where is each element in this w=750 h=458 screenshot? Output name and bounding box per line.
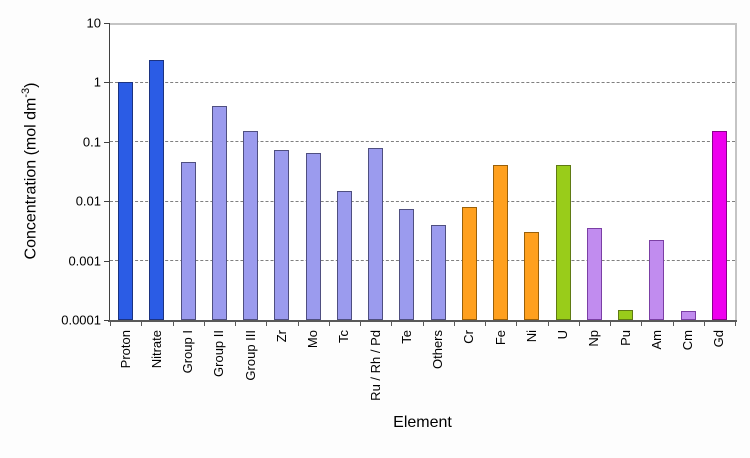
bar-nitrate bbox=[149, 59, 165, 320]
x-category-label: Gd bbox=[711, 330, 727, 348]
x-category-label: Mo bbox=[305, 330, 321, 349]
x-tick-mark bbox=[453, 322, 455, 326]
bar-group-i bbox=[180, 162, 196, 320]
x-category-label: Ni bbox=[523, 330, 539, 343]
x-category-label: Proton bbox=[117, 330, 133, 369]
x-tick-mark bbox=[266, 322, 268, 326]
y-axis-line bbox=[109, 23, 110, 321]
bar-group-iii bbox=[243, 131, 259, 320]
x-tick-mark bbox=[735, 322, 736, 326]
y-tick-label: 0.0001 bbox=[61, 312, 101, 328]
bar-cr bbox=[461, 206, 477, 320]
bar-proton bbox=[118, 82, 134, 320]
y-axis-title-text: Concentration (mol dm-3) bbox=[16, 83, 41, 260]
bar-group-ii bbox=[211, 106, 227, 320]
x-tick-mark bbox=[391, 322, 393, 326]
plot-area bbox=[110, 23, 737, 322]
x-category-label: Group III bbox=[242, 330, 258, 381]
x-category-label: Am bbox=[648, 330, 664, 350]
x-axis-line bbox=[108, 320, 737, 322]
y-tick-mark bbox=[104, 141, 109, 143]
y-title-superscript: -3 bbox=[20, 87, 32, 98]
bar-pu bbox=[618, 309, 634, 320]
x-tick-mark bbox=[547, 322, 549, 326]
y-tick-mark bbox=[104, 320, 109, 321]
x-tick-mark bbox=[172, 322, 174, 326]
y-tick-mark bbox=[104, 260, 109, 262]
x-tick-mark bbox=[703, 322, 705, 326]
x-tick-mark bbox=[110, 322, 111, 326]
bar-mo bbox=[305, 152, 321, 320]
x-tick-mark bbox=[235, 322, 236, 326]
x-category-label: Ru / Rh / Pd bbox=[367, 330, 383, 401]
bar-others bbox=[430, 224, 446, 320]
gridline bbox=[110, 260, 735, 262]
x-category-label: Others bbox=[430, 330, 446, 370]
gridline bbox=[110, 200, 735, 202]
x-category-label: Np bbox=[586, 330, 602, 347]
x-tick-mark bbox=[485, 322, 486, 326]
x-category-label: Zr bbox=[273, 330, 289, 343]
bar-gd bbox=[711, 131, 727, 320]
gridline bbox=[110, 81, 735, 83]
x-tick-mark bbox=[516, 322, 518, 326]
y-tick-label: 0.01 bbox=[75, 193, 101, 209]
bar-np bbox=[586, 228, 602, 320]
x-tick-mark bbox=[641, 322, 643, 326]
bar-ni bbox=[524, 232, 540, 320]
x-category-label: Pu bbox=[617, 330, 633, 346]
bar-fe bbox=[493, 165, 509, 320]
y-tick-mark bbox=[104, 23, 109, 24]
bar-zr bbox=[274, 150, 290, 320]
bar-ru-rh-pd bbox=[368, 148, 384, 320]
x-category-label: Group II bbox=[211, 330, 227, 377]
y-tick-label: 1 bbox=[93, 74, 101, 90]
x-tick-mark bbox=[672, 322, 674, 326]
x-category-label: Cm bbox=[680, 330, 696, 351]
x-category-label: Fe bbox=[492, 330, 508, 346]
x-tick-mark bbox=[297, 322, 299, 326]
x-category-label: Nitrate bbox=[148, 330, 164, 369]
y-tick-mark bbox=[104, 201, 109, 203]
x-tick-mark bbox=[422, 322, 424, 326]
x-axis-title: Element bbox=[393, 414, 452, 431]
bar-cm bbox=[680, 311, 696, 320]
y-tick-label: 0.001 bbox=[68, 253, 101, 269]
x-category-label: Tc bbox=[336, 330, 352, 343]
x-tick-mark bbox=[141, 322, 143, 326]
x-tick-mark bbox=[328, 322, 330, 326]
bar-tc bbox=[336, 190, 352, 320]
x-tick-mark bbox=[610, 322, 611, 326]
bar-am bbox=[649, 240, 665, 320]
x-category-label: Te bbox=[398, 330, 414, 344]
x-category-label: Group I bbox=[180, 330, 196, 374]
gridline bbox=[110, 141, 735, 143]
y-tick-mark bbox=[104, 82, 109, 84]
y-title-suffix: ) bbox=[22, 82, 40, 88]
x-tick-mark bbox=[578, 322, 580, 326]
bar-u bbox=[555, 165, 571, 320]
bar-te bbox=[399, 208, 415, 320]
x-tick-mark bbox=[360, 322, 361, 326]
y-tick-label: 10 bbox=[86, 15, 101, 31]
y-title-prefix: Concentration (mol dm bbox=[22, 97, 40, 260]
y-tick-label: 0.1 bbox=[82, 134, 101, 150]
x-category-label: U bbox=[555, 330, 571, 340]
x-tick-mark bbox=[203, 322, 205, 326]
x-category-label: Cr bbox=[461, 330, 477, 344]
